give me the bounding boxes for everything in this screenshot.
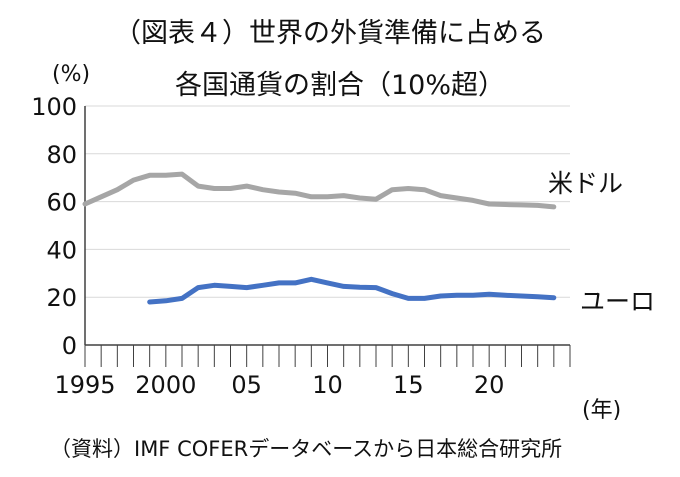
series-label-eur: ユーロ (580, 287, 656, 316)
x-tick-1995: 1995 (54, 371, 115, 399)
x-tick-2000: 2000 (135, 371, 196, 399)
chart-title-line1: （図表４）世界の外貨準備に占める (114, 18, 546, 49)
x-tick-20: 20 (474, 371, 505, 399)
y-axis-unit: (%) (52, 62, 91, 87)
y-tick-80: 80 (46, 141, 77, 169)
chart-title-line2: 各国通貨の割合（10%超） (174, 70, 505, 101)
y-tick-100: 100 (31, 93, 77, 121)
y-tick-60: 60 (46, 189, 77, 217)
x-tick-labels: 1995 2000 05 10 15 20 (54, 371, 504, 399)
source-note: （資料）IMF COFERデータベースから日本総合研究所 (50, 437, 563, 461)
series-line-eur (147, 276, 557, 305)
x-tick-10: 10 (312, 371, 343, 399)
axes (84, 106, 571, 367)
x-tick-05: 05 (231, 371, 262, 399)
x-axis-unit: (年) (582, 398, 622, 423)
y-tick-20: 20 (46, 284, 77, 312)
series-line-usd (82, 171, 557, 210)
y-tick-labels: 0 20 40 60 80 100 (31, 93, 77, 360)
series-lines (82, 171, 557, 305)
series-label-usd: 米ドル (548, 169, 624, 198)
y-tick-0: 0 (62, 332, 77, 360)
y-tick-40: 40 (46, 236, 77, 264)
gridlines (85, 105, 570, 298)
x-tick-15: 15 (393, 371, 424, 399)
